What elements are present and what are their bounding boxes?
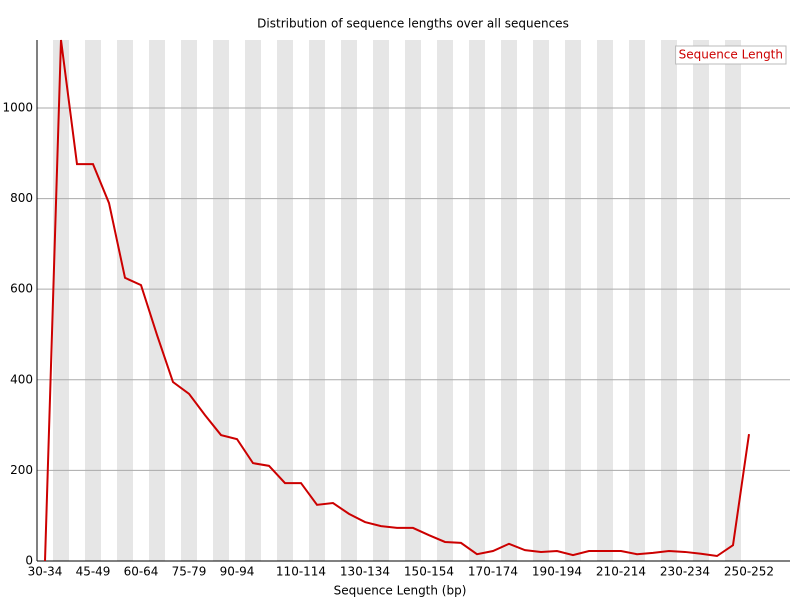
x-tick-label: 230-234 [660, 565, 710, 579]
band-stripe [373, 40, 389, 561]
legend-entry: Sequence Length [679, 48, 783, 62]
y-tick-label: 800 [10, 191, 33, 205]
band-stripe [85, 40, 101, 561]
band-stripe [181, 40, 197, 561]
band-stripe [117, 40, 133, 561]
band-stripe [53, 40, 69, 561]
x-tick-label: 190-194 [532, 565, 582, 579]
y-tick-label: 0 [25, 554, 33, 568]
y-tick-label: 200 [10, 463, 33, 477]
x-tick-label: 150-154 [404, 565, 454, 579]
band-stripe [149, 40, 165, 561]
band-stripe [437, 40, 453, 561]
chart-title: Distribution of sequence lengths over al… [257, 17, 569, 31]
x-tick-label: 30-34 [28, 565, 63, 579]
band-stripe [309, 40, 325, 561]
x-tick-label: 75-79 [172, 565, 207, 579]
band-stripe [341, 40, 357, 561]
x-tick-label: 110-114 [276, 565, 326, 579]
x-tick-label: 45-49 [76, 565, 111, 579]
band-stripe [213, 40, 229, 561]
band-stripe [469, 40, 485, 561]
band-stripe [245, 40, 261, 561]
legend-box [675, 45, 787, 65]
band-stripe [277, 40, 293, 561]
x-tick-label: 90-94 [220, 565, 255, 579]
band-stripe [661, 40, 677, 561]
x-tick-label: 250-252 [724, 565, 774, 579]
band-stripe [533, 40, 549, 561]
band-stripe [629, 40, 645, 561]
band-stripe [405, 40, 421, 561]
x-tick-label: 130-134 [340, 565, 390, 579]
band-stripe [597, 40, 613, 561]
x-tick-label: 210-214 [596, 565, 646, 579]
x-tick-label: 60-64 [124, 565, 159, 579]
y-tick-label: 600 [10, 282, 33, 296]
band-stripe [565, 40, 581, 561]
data-line [44, 39, 750, 562]
band-stripe [501, 40, 517, 561]
band-stripe [693, 40, 709, 561]
x-tick-label: 170-174 [468, 565, 518, 579]
band-stripe [725, 40, 741, 561]
y-tick-label: 1000 [2, 100, 33, 114]
x-axis-label: Sequence Length (bp) [334, 584, 467, 598]
legend: Sequence Length [675, 45, 787, 65]
y-tick-label: 400 [10, 372, 33, 386]
